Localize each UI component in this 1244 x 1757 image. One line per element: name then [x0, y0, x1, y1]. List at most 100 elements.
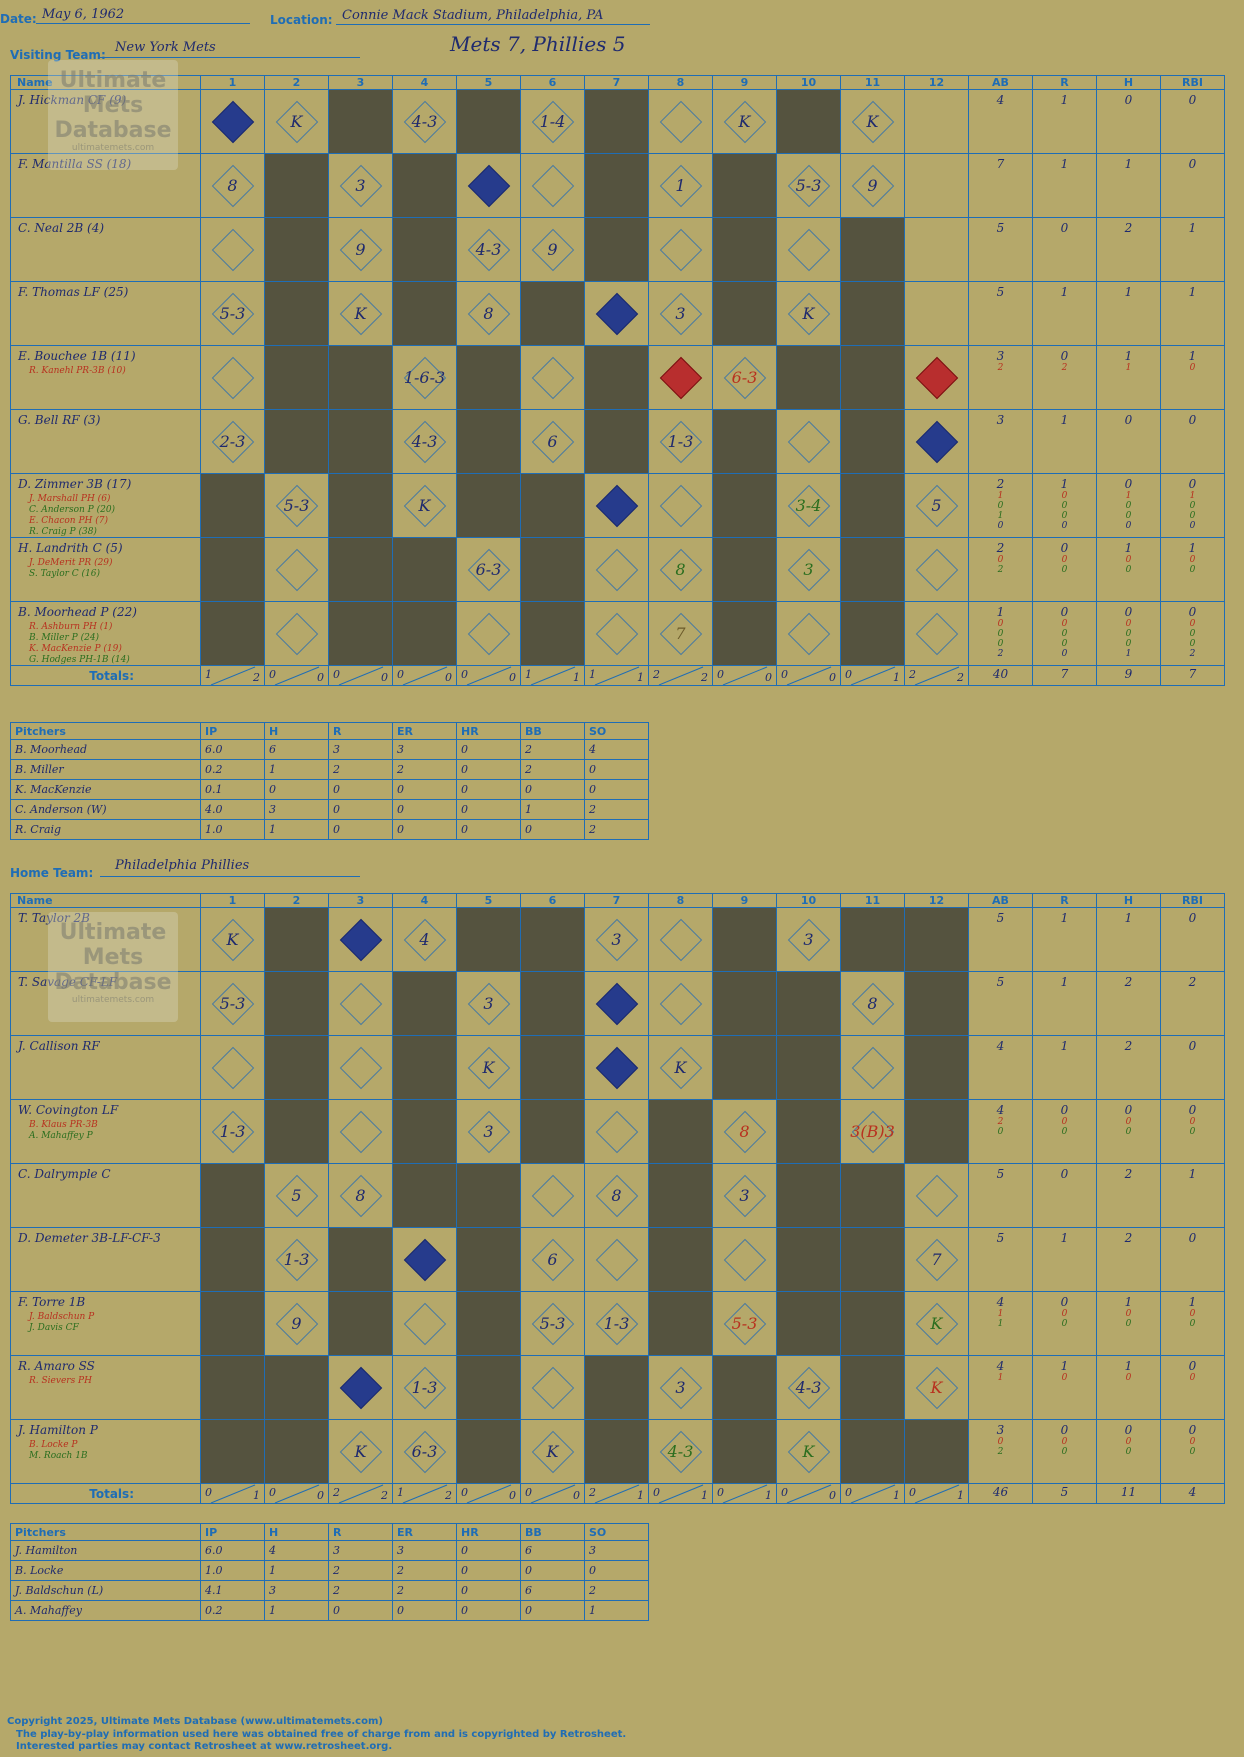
total-slash-icon	[850, 666, 896, 685]
total-slash-icon	[210, 666, 256, 685]
play-notation: K	[674, 1057, 687, 1077]
pitcher-column-header: Pitchers	[10, 1523, 201, 1541]
inning-cell: 8	[328, 1163, 393, 1228]
inning-cell	[712, 1227, 777, 1292]
batter-row: G. Bell RF (3) 2-3 4-3 6 1-3 3 1 0 0	[10, 409, 1225, 474]
inning-cell	[648, 217, 713, 282]
inning-cell	[840, 473, 905, 538]
batter-row: E. Bouchee 1B (11) R. Kanehl PR-3B (10) 1-…	[10, 345, 1225, 410]
inning-cell	[712, 537, 777, 602]
pitcher-stat: 0	[520, 779, 585, 800]
inning-cell	[264, 409, 329, 474]
stat-value: 1	[997, 1373, 1004, 1383]
stat-value: 0	[1188, 413, 1197, 427]
pitcher-column-header: HR	[456, 1523, 521, 1541]
stat-value: 0	[1061, 629, 1068, 639]
stat-cell: 0	[1160, 153, 1225, 218]
pitcher-column-header: ER	[392, 1523, 457, 1541]
stat-value: 2	[1189, 649, 1196, 659]
inning-cell	[584, 1355, 649, 1420]
play-notation: 5-3	[539, 1313, 566, 1333]
total-slash-icon	[658, 1484, 704, 1503]
home-team-label: Home Team:	[10, 866, 94, 880]
inning-cell	[456, 1419, 521, 1484]
inning-cell	[904, 537, 969, 602]
inning-cell	[456, 409, 521, 474]
inning-hits: 1	[637, 1489, 644, 1502]
play-notation: 5	[291, 1185, 302, 1205]
pitcher-stat: 2	[584, 819, 649, 840]
play-notation: 3	[803, 929, 814, 949]
stat-cell: 0	[1160, 89, 1225, 154]
substitute-name: B. Locke P	[29, 1440, 78, 1450]
stat-value: 2	[1124, 221, 1133, 235]
stat-value: 0	[1124, 1423, 1133, 1437]
total-sum-cell: 40	[968, 665, 1033, 686]
inning-cell	[776, 345, 841, 410]
pitcher-stat: 3	[264, 799, 329, 820]
play-notation: K	[418, 495, 431, 515]
pitcher-stat: 3	[392, 1540, 457, 1561]
batter-name-cell: T. Taylor 2B	[10, 907, 201, 972]
stat-value: 0	[997, 521, 1004, 531]
stat-cell: 1	[1160, 281, 1225, 346]
inning-cell	[520, 473, 585, 538]
total-slash-icon	[402, 666, 448, 685]
batter-row: J. Hickman CF (9) K 4-3 1-4 K K 4 1 0 0	[10, 89, 1225, 154]
stat-value: 0	[1060, 1103, 1069, 1117]
stat-value: 4	[996, 93, 1005, 107]
substitutes-list: B. Locke P M. Roach 1B	[29, 1440, 88, 1462]
inning-hits: 1	[253, 1489, 260, 1502]
stat-value: 0	[1060, 605, 1069, 619]
pitcher-stat: 0	[456, 1580, 521, 1601]
total-slash-icon	[722, 666, 768, 685]
pitcher-stat: 0	[584, 759, 649, 780]
inning-runs: 0	[525, 1486, 532, 1499]
base-diamond	[467, 164, 510, 207]
pitcher-stat: 3	[392, 739, 457, 760]
stat-value: 5	[996, 285, 1005, 299]
stat-value: 4	[996, 1103, 1005, 1117]
substitutes-list: J. DeMerit PR (29) S. Taylor C (16)	[29, 558, 113, 580]
stat-value: 0	[1060, 1167, 1069, 1181]
pitcher-stat: 4.0	[200, 799, 265, 820]
inning-cell: 7	[904, 1227, 969, 1292]
pitcher-stat: 0	[456, 1540, 521, 1561]
inning-cell	[264, 971, 329, 1036]
batter-name: C. Dalrymple C	[18, 1167, 111, 1181]
inning-cell: 8	[840, 971, 905, 1036]
inning-cell	[584, 1419, 649, 1484]
pitcher-name: J. Baldschun (L)	[10, 1580, 201, 1601]
batter-name-cell: F. Thomas LF (25)	[10, 281, 201, 346]
inning-cell	[200, 1035, 265, 1100]
stat-cell: 1	[1096, 153, 1161, 218]
date-label: Date:	[0, 12, 37, 26]
pitcher-stat: 0	[456, 1600, 521, 1621]
inning-runs: 0	[781, 1486, 788, 1499]
play-notation: 4-3	[411, 111, 438, 131]
inning-cell	[264, 1035, 329, 1100]
stat-value: 0	[1060, 1295, 1069, 1309]
inning-runs: 0	[653, 1486, 660, 1499]
stat-value: 1	[1188, 285, 1197, 299]
inning-cell	[264, 217, 329, 282]
inning-cell	[520, 907, 585, 972]
total-slash-icon	[786, 666, 832, 685]
inning-cell	[200, 1163, 265, 1228]
stat-value: 0	[1061, 1447, 1068, 1457]
stat-cell: 2	[1096, 1035, 1161, 1100]
stat-value: 0	[1061, 1117, 1068, 1127]
inning-cell: 9	[264, 1291, 329, 1356]
inning-cell	[712, 281, 777, 346]
inning-runs: 0	[845, 668, 852, 681]
stat-value: 0	[1188, 477, 1197, 491]
inning-cell: 3	[776, 907, 841, 972]
stat-value: 2	[1124, 1039, 1133, 1053]
ultimate-mets-logo-home: Ultimate Mets Database ultimatemets.com	[48, 912, 178, 1022]
inning-cell	[328, 907, 393, 972]
stat-cell: 0	[1160, 1227, 1225, 1292]
substitutes-list: J. Baldschun P J. Davis CF	[29, 1312, 94, 1334]
totals-label: Totals:	[89, 1487, 134, 1501]
